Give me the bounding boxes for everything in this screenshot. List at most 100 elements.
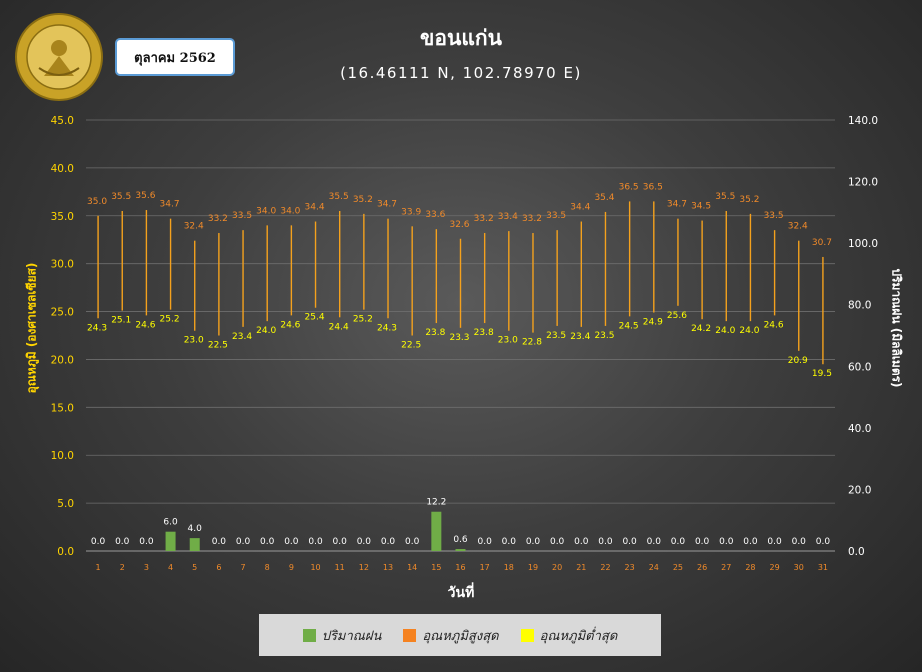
tmax-value-label: 32.4 bbox=[184, 222, 204, 232]
y-left-tick-label: 5.0 bbox=[57, 498, 74, 510]
rain-value-label: 0.0 bbox=[139, 537, 154, 547]
tmin-value-label: 24.4 bbox=[329, 322, 349, 332]
tmin-value-label: 23.3 bbox=[449, 333, 469, 343]
tmax-value-label: 35.2 bbox=[739, 195, 759, 205]
tmin-value-label: 24.0 bbox=[256, 326, 276, 336]
tmin-value-label: 24.2 bbox=[691, 324, 711, 334]
x-tick-label: 30 bbox=[794, 563, 804, 572]
legend-label-tmax: อุณหภูมิสูงสุด bbox=[422, 628, 499, 644]
rain-value-label: 0.0 bbox=[647, 537, 662, 547]
tmax-value-label: 33.2 bbox=[208, 214, 228, 224]
tmin-value-label: 23.8 bbox=[425, 328, 445, 338]
tmin-value-label: 23.4 bbox=[232, 332, 252, 342]
tmax-value-label: 33.5 bbox=[232, 211, 252, 221]
tmin-value-label: 25.6 bbox=[667, 311, 687, 321]
x-tick-label: 24 bbox=[649, 563, 659, 572]
tmin-value-label: 24.6 bbox=[764, 320, 784, 330]
rain-bar bbox=[189, 538, 200, 551]
tmin-value-label: 23.0 bbox=[498, 336, 518, 346]
tmax-value-label: 33.4 bbox=[498, 212, 518, 222]
rain-value-label: 0.0 bbox=[695, 537, 710, 547]
y-right-tick-label: 0.0 bbox=[848, 546, 865, 558]
x-tick-label: 1 bbox=[96, 563, 101, 572]
x-tick-label: 16 bbox=[455, 563, 465, 572]
tmin-value-label: 23.8 bbox=[474, 328, 494, 338]
y-axis-right-label: ปริมาณฝน (มิลลิเมตร) bbox=[889, 268, 904, 388]
tmin-value-label: 23.5 bbox=[546, 331, 566, 341]
y-right-tick-label: 100.0 bbox=[848, 238, 878, 250]
x-tick-label: 7 bbox=[241, 563, 246, 572]
x-tick-label: 5 bbox=[192, 563, 197, 572]
y-left-tick-label: 15.0 bbox=[51, 402, 74, 414]
rain-value-label: 0.0 bbox=[598, 537, 613, 547]
tmax-value-label: 35.5 bbox=[329, 192, 349, 202]
tmin-value-label: 24.5 bbox=[619, 321, 639, 331]
rain-value-label: 0.0 bbox=[91, 537, 106, 547]
tmin-value-label: 25.4 bbox=[305, 313, 325, 323]
legend-swatch-rain bbox=[302, 628, 316, 642]
x-tick-label: 11 bbox=[335, 563, 345, 572]
x-tick-label: 15 bbox=[431, 563, 441, 572]
tmin-value-label: 22.8 bbox=[522, 338, 542, 348]
x-tick-label: 2 bbox=[120, 563, 125, 572]
rain-value-label: 0.0 bbox=[381, 537, 396, 547]
x-tick-label: 18 bbox=[504, 563, 514, 572]
rain-value-label: 0.0 bbox=[260, 537, 275, 547]
tmin-value-label: 24.6 bbox=[135, 320, 155, 330]
y-left-tick-label: 45.0 bbox=[51, 115, 74, 127]
legend: ปริมาณฝน อุณหภูมิสูงสุด อุณหภูมิต่ำสุด bbox=[259, 614, 661, 656]
x-tick-label: 19 bbox=[528, 563, 538, 572]
rain-bar bbox=[165, 531, 176, 551]
tmax-value-label: 35.4 bbox=[594, 193, 614, 203]
rain-bar bbox=[455, 549, 466, 551]
tmin-value-label: 19.5 bbox=[812, 369, 832, 379]
legend-item-tmax: อุณหภูมิสูงสุด bbox=[403, 625, 499, 646]
y-right-tick-label: 140.0 bbox=[848, 115, 878, 127]
tmax-value-label: 35.0 bbox=[87, 197, 107, 207]
rain-value-label: 0.0 bbox=[308, 537, 323, 547]
tmin-value-label: 24.0 bbox=[739, 326, 759, 336]
legend-label-tmin: อุณหภูมิต่ำสุด bbox=[539, 628, 618, 644]
rain-bar bbox=[431, 511, 442, 551]
rain-value-label: 0.0 bbox=[333, 537, 348, 547]
legend-item-rain: ปริมาณฝน bbox=[302, 625, 382, 646]
rain-value-label: 0.0 bbox=[550, 537, 565, 547]
rain-value-label: 0.0 bbox=[405, 537, 420, 547]
legend-label-rain: ปริมาณฝน bbox=[321, 628, 382, 644]
x-tick-label: 26 bbox=[697, 563, 707, 572]
tmax-value-label: 33.2 bbox=[474, 214, 494, 224]
tmax-value-label: 33.5 bbox=[546, 211, 566, 221]
x-tick-label: 23 bbox=[625, 563, 635, 572]
x-tick-label: 10 bbox=[310, 563, 320, 572]
x-tick-label: 20 bbox=[552, 563, 562, 572]
tmin-value-label: 25.1 bbox=[111, 316, 131, 326]
rain-value-label: 0.0 bbox=[671, 537, 686, 547]
rain-value-label: 0.0 bbox=[477, 537, 492, 547]
y-left-tick-label: 40.0 bbox=[51, 163, 74, 175]
chart-title: ขอนแก่น bbox=[420, 26, 502, 50]
x-tick-label: 22 bbox=[600, 563, 610, 572]
x-tick-label: 31 bbox=[818, 563, 828, 572]
tmax-value-label: 34.0 bbox=[256, 206, 276, 216]
rain-value-label: 4.0 bbox=[188, 524, 203, 534]
tmin-value-label: 25.2 bbox=[353, 315, 373, 325]
rain-value-label: 0.0 bbox=[792, 537, 807, 547]
tmax-value-label: 32.6 bbox=[449, 220, 469, 230]
tmax-value-label: 33.5 bbox=[764, 211, 784, 221]
tmax-value-label: 36.5 bbox=[619, 182, 639, 192]
tmin-value-label: 22.5 bbox=[401, 341, 421, 351]
rain-value-label: 0.0 bbox=[526, 537, 541, 547]
tmax-value-label: 34.7 bbox=[667, 200, 687, 210]
tmax-value-label: 33.6 bbox=[425, 210, 445, 220]
tmax-value-label: 34.7 bbox=[160, 200, 180, 210]
x-tick-label: 4 bbox=[168, 563, 173, 572]
tmax-value-label: 33.9 bbox=[401, 207, 421, 217]
rain-value-label: 0.0 bbox=[574, 537, 589, 547]
y-right-tick-label: 120.0 bbox=[848, 177, 878, 189]
x-tick-label: 27 bbox=[721, 563, 731, 572]
legend-swatch-tmax bbox=[403, 628, 417, 642]
y-left-tick-label: 25.0 bbox=[51, 307, 74, 319]
tmin-value-label: 22.5 bbox=[208, 341, 228, 351]
x-tick-label: 13 bbox=[383, 563, 393, 572]
